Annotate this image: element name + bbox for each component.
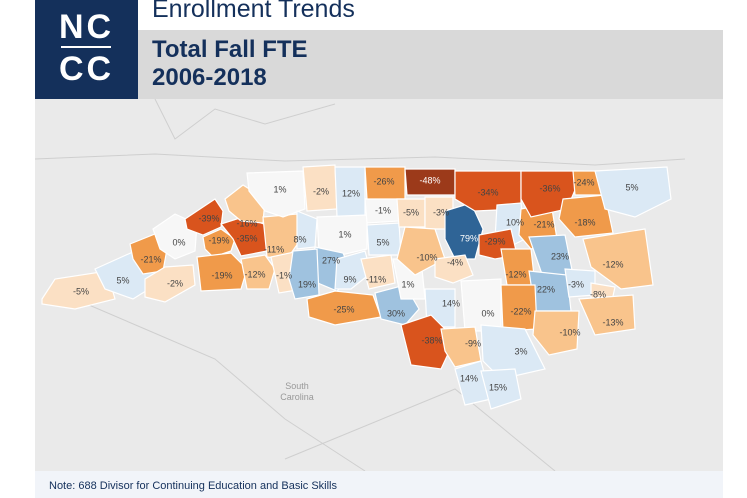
county-label: -24% (573, 177, 594, 187)
county-label: 12% (342, 188, 360, 198)
county-label: -1% (276, 270, 292, 280)
county-region[interactable] (434, 254, 474, 284)
county-label: -19% (211, 270, 232, 280)
county-label: 0% (172, 237, 185, 247)
county-label: -11% (264, 244, 284, 254)
county-label: -12% (244, 269, 265, 279)
county-region[interactable] (460, 278, 502, 332)
subtitle-band (138, 30, 723, 99)
logo-divider (61, 46, 111, 48)
county-region[interactable] (440, 326, 482, 368)
county-label: -1% (375, 205, 391, 215)
county-label: -12% (505, 269, 526, 279)
county-label: -34% (477, 187, 498, 197)
county-label: 27% (322, 255, 340, 265)
county-label: -11% (366, 274, 386, 284)
county-label: -16% (236, 218, 257, 228)
county-label: -5% (73, 286, 89, 296)
note-bar: Note: 688 Divisor for Continuing Educati… (35, 471, 723, 498)
county-label: 14% (442, 298, 460, 308)
county-label: 22% (537, 284, 555, 294)
county-label: -10% (559, 327, 580, 337)
county-label: -8% (590, 289, 606, 299)
state-label-line2: Carolina (280, 392, 314, 402)
county-label: 1% (338, 229, 351, 239)
subtitle-line1: Total Fall FTE (152, 36, 308, 63)
county-label: -21% (533, 219, 554, 229)
county-label: -48% (419, 175, 440, 185)
county-region[interactable] (480, 368, 522, 410)
note-text: Note: 688 Divisor for Continuing Educati… (49, 480, 337, 492)
county-label: 23% (551, 251, 569, 261)
county-region[interactable] (480, 324, 546, 380)
county-region[interactable] (41, 270, 116, 310)
county-region[interactable] (184, 198, 224, 236)
county-region[interactable] (594, 166, 672, 218)
county-label: -5% (403, 207, 419, 217)
subtitle-line2: 2006-2018 (152, 64, 267, 91)
county-label: 1% (273, 184, 286, 194)
map-area[interactable]: -5% 5% -21% 0% -2% -39% -19% -35% -16% -19% -12% -1… (35, 99, 723, 471)
logo-line1: NC (58, 8, 115, 46)
county-region[interactable] (396, 226, 446, 276)
county-label: -36% (539, 183, 560, 193)
county-label: 5% (625, 182, 638, 192)
county-region[interactable] (582, 228, 654, 290)
county-label: -38% (421, 335, 442, 345)
county-label: -2% (167, 278, 183, 288)
county-label: -4% (447, 257, 463, 267)
county-region[interactable] (144, 264, 196, 303)
county-label: -39% (198, 213, 219, 223)
county-label: -10% (416, 252, 437, 262)
county-regions (41, 164, 672, 410)
county-region[interactable] (360, 254, 396, 290)
county-label: -12% (602, 259, 623, 269)
county-region[interactable] (240, 254, 276, 290)
county-label: -21% (140, 254, 161, 264)
county-label: 30% (387, 308, 405, 318)
county-label: -19% (208, 235, 229, 245)
state-label-line1: South (285, 381, 309, 391)
county-label: 79% (460, 233, 478, 243)
county-label: -9% (465, 338, 481, 348)
county-label: 5% (376, 237, 389, 247)
county-label: -13% (602, 317, 623, 327)
county-region[interactable] (288, 248, 320, 300)
county-label: -3% (568, 279, 584, 289)
county-label: -3% (433, 207, 449, 217)
county-label: 10% (506, 217, 524, 227)
county-region[interactable] (316, 214, 368, 256)
county-label: 0% (481, 308, 494, 318)
nccc-logo: NC CC (35, 0, 138, 99)
county-label: 9% (343, 274, 356, 284)
county-labels: -5% 5% -21% 0% -2% -39% -19% -35% -16% -19% -12% -1… (73, 175, 639, 392)
county-label: 5% (116, 275, 129, 285)
background-outlines (35, 99, 686, 471)
county-region[interactable] (532, 310, 580, 356)
county-label: 8% (293, 234, 306, 244)
county-label: 1% (401, 279, 414, 289)
county-label: -26% (373, 176, 394, 186)
county-label: -2% (313, 186, 329, 196)
county-region[interactable] (558, 194, 614, 238)
county-region[interactable] (196, 252, 248, 292)
county-label: -25% (333, 304, 354, 314)
county-label: 15% (489, 382, 507, 392)
county-region[interactable] (578, 294, 636, 336)
county-label: -29% (484, 236, 505, 246)
county-label: -22% (510, 306, 531, 316)
county-label: 19% (298, 279, 316, 289)
county-label: -18% (574, 217, 595, 227)
enrollment-map[interactable]: -5% 5% -21% 0% -2% -39% -19% -35% -16% -19% -12% -1… (35, 99, 723, 471)
county-label: 14% (460, 373, 478, 383)
county-label: -35% (236, 233, 257, 243)
page-title: Enrollment Trends (152, 0, 355, 23)
logo-line2: CC (58, 50, 115, 88)
county-region[interactable] (202, 228, 236, 258)
county-label: 3% (514, 346, 527, 356)
